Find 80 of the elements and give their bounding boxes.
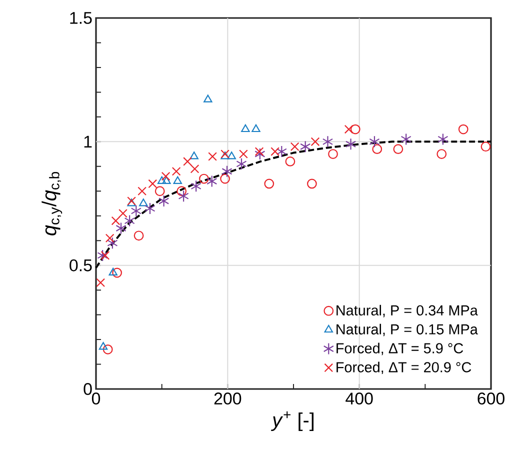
point	[172, 166, 181, 176]
point	[252, 124, 260, 132]
point	[100, 250, 110, 260]
point	[199, 174, 209, 184]
point	[144, 202, 156, 214]
x-tick-label: 400	[346, 392, 373, 405]
point	[239, 150, 248, 158]
point	[148, 179, 158, 188]
point	[183, 157, 192, 166]
point	[400, 133, 412, 146]
point	[206, 175, 218, 188]
point	[372, 144, 382, 154]
point	[96, 278, 106, 288]
x-tick-label: 200	[214, 392, 242, 405]
point	[480, 142, 491, 152]
point	[350, 124, 360, 134]
point	[227, 152, 236, 160]
point	[306, 178, 317, 189]
legend-label: Forced, ΔT = 20.9 °C	[336, 362, 472, 374]
point	[190, 164, 200, 174]
point	[458, 124, 468, 134]
y-tick-label: 1.5	[70, 12, 92, 24]
point	[436, 149, 447, 159]
point	[322, 136, 334, 148]
point	[154, 186, 165, 196]
point	[162, 176, 171, 184]
point	[204, 94, 212, 102]
point	[130, 204, 142, 217]
point	[161, 172, 170, 181]
point	[254, 148, 266, 160]
point	[344, 124, 354, 134]
y-axis-title: q$_{c,y}$/q$_{c,b}$	[42, 172, 62, 236]
y-tick-label: 0	[84, 383, 92, 395]
point	[178, 190, 189, 202]
point	[107, 237, 118, 250]
x-tick-label: 600	[478, 392, 504, 405]
point	[300, 140, 311, 153]
x-axis-title: y$^{+}$ [-]	[270, 411, 314, 432]
point	[438, 133, 448, 146]
point	[158, 194, 170, 208]
point	[345, 138, 356, 150]
point	[173, 176, 182, 184]
point	[105, 234, 114, 243]
point	[290, 142, 300, 152]
y-tick-label: 1	[84, 136, 92, 148]
point	[222, 165, 232, 178]
point	[276, 146, 287, 158]
legend-label: Forced, ΔT = 5.9 °C	[336, 342, 464, 356]
point	[393, 144, 404, 154]
point	[270, 147, 280, 156]
point	[97, 249, 108, 262]
point	[138, 186, 147, 196]
point	[111, 216, 120, 226]
point	[190, 152, 198, 160]
point	[102, 344, 113, 354]
point	[124, 214, 135, 227]
point	[118, 208, 128, 218]
point	[220, 174, 230, 184]
point	[236, 158, 247, 170]
point	[116, 222, 126, 234]
point	[157, 176, 166, 184]
point	[208, 152, 217, 161]
point	[139, 198, 148, 206]
legend-label: Natural, P = 0.34 MPa	[336, 304, 478, 318]
point	[98, 342, 108, 350]
point	[241, 124, 250, 132]
point	[328, 149, 338, 159]
point	[264, 178, 274, 189]
y-tick-label: 0.5	[70, 259, 92, 272]
point	[254, 147, 264, 156]
point	[285, 156, 296, 166]
point	[134, 230, 144, 241]
point	[190, 180, 202, 192]
point	[369, 136, 380, 148]
point	[176, 186, 187, 196]
x-tick-label: 0	[92, 392, 100, 405]
point	[108, 268, 118, 276]
legend-label: Natural, P = 0.15 MPa	[336, 324, 478, 336]
point	[112, 268, 122, 278]
point	[310, 137, 320, 146]
